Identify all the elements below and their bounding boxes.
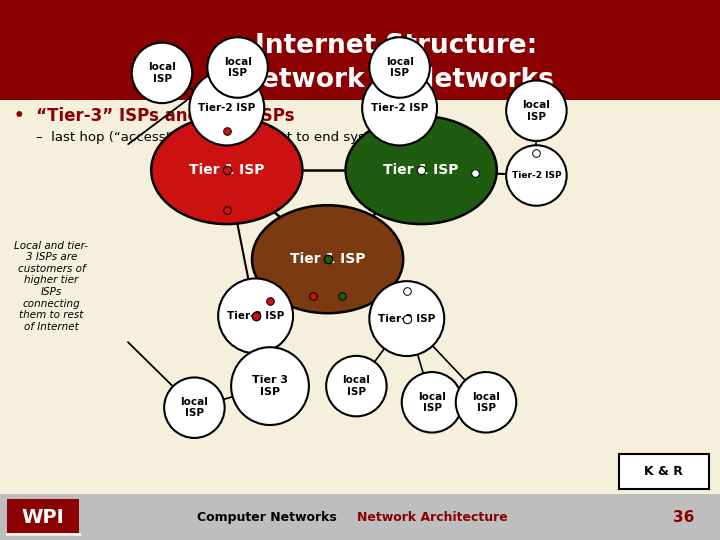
FancyBboxPatch shape <box>619 454 709 489</box>
Text: 36: 36 <box>673 510 695 525</box>
Text: Tier-2 ISP: Tier-2 ISP <box>371 103 428 113</box>
Ellipse shape <box>164 377 225 438</box>
Bar <box>7 499 79 536</box>
Ellipse shape <box>369 281 444 356</box>
Text: Tier 1 ISP: Tier 1 ISP <box>290 252 365 266</box>
Text: •  “Tier-3” ISPs and local ISPs: • “Tier-3” ISPs and local ISPs <box>14 107 295 125</box>
Ellipse shape <box>402 372 462 433</box>
Text: Tier-2 ISP: Tier-2 ISP <box>512 171 561 180</box>
Bar <box>0 0 720 100</box>
Text: Tier 3
ISP: Tier 3 ISP <box>252 375 288 397</box>
Text: local
ISP: local ISP <box>418 392 446 413</box>
Ellipse shape <box>369 37 430 98</box>
Text: Computer Networks: Computer Networks <box>197 511 336 524</box>
Ellipse shape <box>506 80 567 141</box>
Ellipse shape <box>132 43 192 103</box>
Text: Tier-2 ISP: Tier-2 ISP <box>198 103 256 113</box>
Text: Tier-2 ISP: Tier-2 ISP <box>227 311 284 321</box>
Text: Local and tier-
3 ISPs are
customers of
higher tier
ISPs
connecting
them to rest: Local and tier- 3 ISPs are customers of … <box>14 241 89 332</box>
Ellipse shape <box>362 71 437 145</box>
Text: Network of Networks: Network of Networks <box>238 67 554 93</box>
Text: local
ISP: local ISP <box>181 397 208 418</box>
Text: Tier-2 ISP: Tier-2 ISP <box>378 314 436 323</box>
Text: –  last hop (“access”) network (closest to end systems): – last hop (“access”) network (closest t… <box>36 131 403 144</box>
Ellipse shape <box>456 372 516 433</box>
Text: local
ISP: local ISP <box>148 62 176 84</box>
Text: WPI: WPI <box>22 508 65 527</box>
Text: local
ISP: local ISP <box>523 100 550 122</box>
Text: Internet Structure:: Internet Structure: <box>255 33 537 59</box>
Text: local
ISP: local ISP <box>343 375 370 397</box>
Text: local
ISP: local ISP <box>386 57 413 78</box>
Bar <box>0 494 720 540</box>
Ellipse shape <box>231 347 309 425</box>
Text: Tier 1 ISP: Tier 1 ISP <box>189 163 264 177</box>
Ellipse shape <box>506 145 567 206</box>
Text: local
ISP: local ISP <box>224 57 251 78</box>
Text: local
ISP: local ISP <box>472 392 500 413</box>
Ellipse shape <box>252 205 403 313</box>
Ellipse shape <box>189 71 264 145</box>
Ellipse shape <box>326 356 387 416</box>
Ellipse shape <box>346 116 497 224</box>
Text: Tier 1 ISP: Tier 1 ISP <box>384 163 459 177</box>
Ellipse shape <box>218 279 293 353</box>
Text: Network Architecture: Network Architecture <box>356 511 508 524</box>
Ellipse shape <box>207 37 268 98</box>
Text: K & R: K & R <box>644 465 683 478</box>
Ellipse shape <box>151 116 302 224</box>
